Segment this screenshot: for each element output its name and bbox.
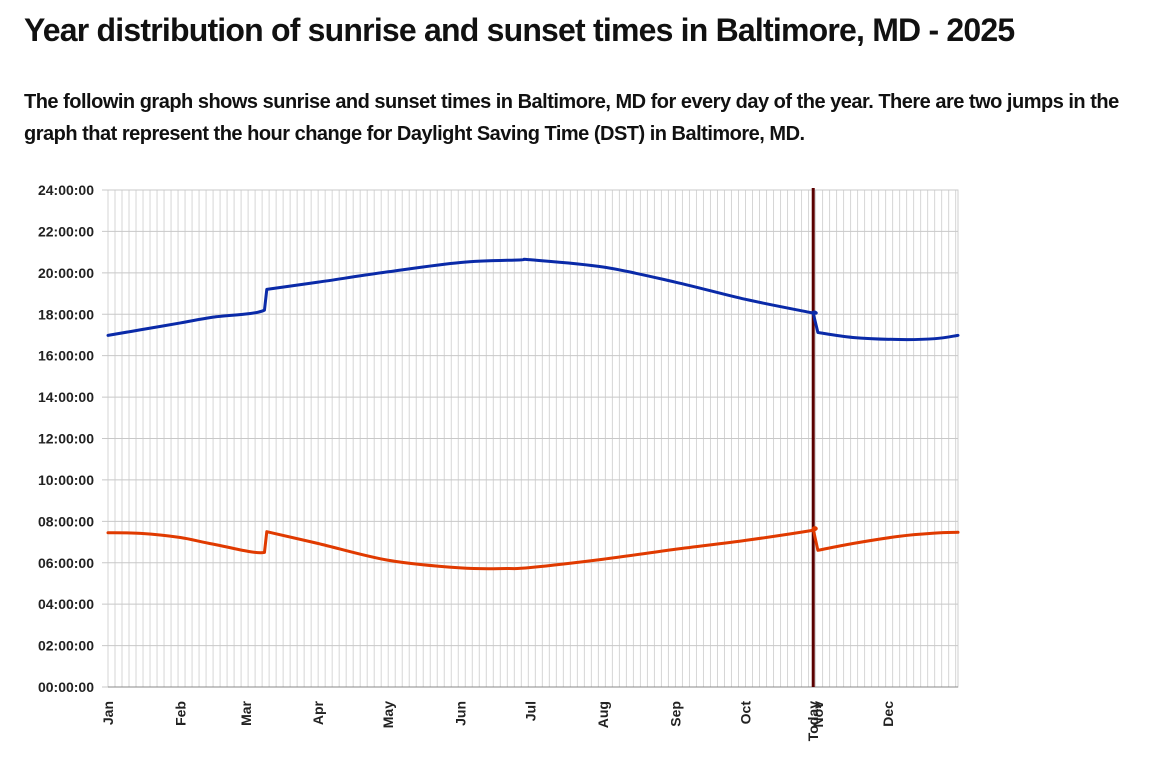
x-tick-label: Mar bbox=[238, 700, 254, 725]
series-line-sunset bbox=[106, 257, 960, 342]
y-tick-label: 06:00:00 bbox=[38, 555, 94, 571]
x-tick-label: May bbox=[380, 701, 396, 728]
series-line-sunrise bbox=[106, 526, 960, 571]
x-tick-label: Apr bbox=[310, 700, 326, 725]
y-tick-label: 00:00:00 bbox=[38, 679, 94, 695]
y-tick-label: 24:00:00 bbox=[38, 182, 94, 198]
chart-container: 00:00:00 02:00:00 04:00:00 06:00:00 08:00:00… bbox=[0, 170, 1152, 765]
x-tick-label: Jan bbox=[100, 701, 116, 725]
y-tick-label: 22:00:00 bbox=[38, 223, 94, 239]
x-tick-label: Jun bbox=[453, 701, 469, 726]
x-tick-label: Dec bbox=[880, 701, 896, 727]
y-tick-label: 10:00:00 bbox=[38, 472, 94, 488]
x-tick-label: Oct bbox=[738, 701, 754, 725]
y-tick-label: 02:00:00 bbox=[38, 638, 94, 654]
y-tick-label: 18:00:00 bbox=[38, 306, 94, 322]
x-tick-label: Jul bbox=[523, 701, 539, 721]
today-marker-label: Today bbox=[805, 701, 821, 741]
y-tick-label: 14:00:00 bbox=[38, 389, 94, 405]
y-tick-label: 08:00:00 bbox=[38, 513, 94, 529]
x-tick-label: Sep bbox=[667, 701, 683, 727]
x-tick-label: Feb bbox=[172, 701, 188, 726]
page-title: Year distribution of sunrise and sunset … bbox=[24, 12, 1015, 48]
y-tick-label: 20:00:00 bbox=[38, 265, 94, 281]
page-description: The followin graph shows sunrise and sun… bbox=[24, 91, 1119, 145]
x-tick-label: Nov bbox=[810, 701, 826, 728]
y-tick-label: 16:00:00 bbox=[38, 348, 94, 364]
y-tick-label: 04:00:00 bbox=[38, 596, 94, 612]
y-tick-label: 12:00:00 bbox=[38, 431, 94, 447]
sunrise-sunset-chart: 00:00:00 02:00:00 04:00:00 06:00:00 08:00:00… bbox=[38, 182, 960, 741]
x-tick-label: Aug bbox=[595, 701, 611, 728]
